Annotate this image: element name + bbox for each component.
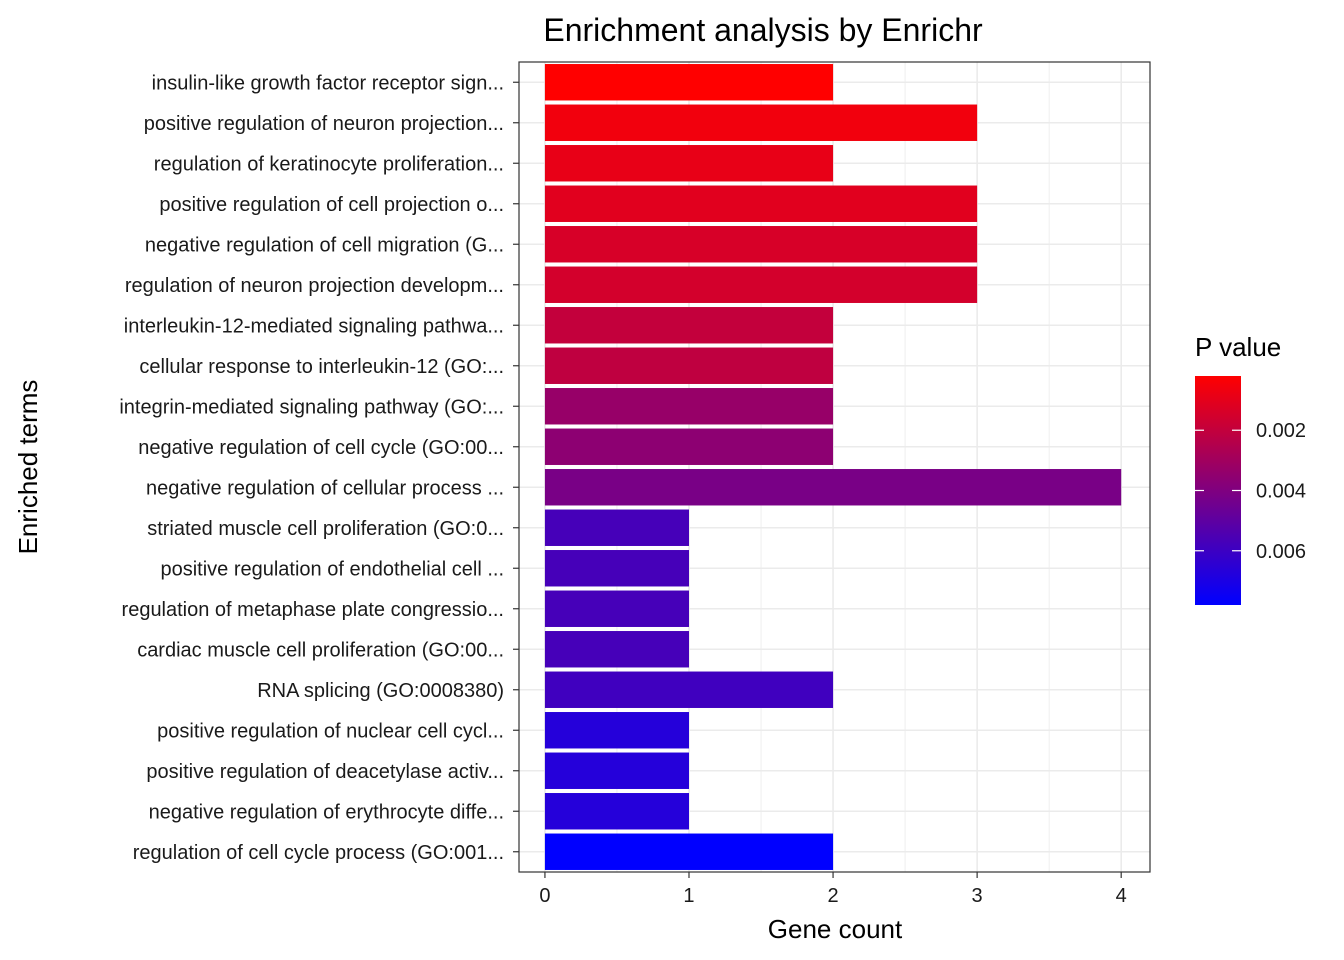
bar [544, 428, 834, 465]
y-axis: insulin-like growth factor receptor sign… [119, 72, 519, 864]
y-tick-label: negative regulation of cell cycle (GO:00… [138, 437, 504, 459]
bar [544, 671, 834, 708]
legend-tick-label: 0.006 [1256, 541, 1306, 563]
bar [544, 550, 689, 587]
bar [544, 64, 834, 101]
bar [544, 509, 689, 546]
y-tick-label: positive regulation of deacetylase activ… [146, 761, 504, 783]
y-tick-label: negative regulation of cell migration (G… [145, 234, 504, 256]
y-tick-label: striated muscle cell proliferation (GO:0… [147, 518, 504, 540]
bar [544, 226, 978, 263]
y-tick-label: negative regulation of erythrocyte diffe… [149, 801, 504, 823]
y-tick-label: positive regulation of nuclear cell cycl… [157, 720, 504, 742]
x-tick-label: 1 [683, 885, 694, 907]
bar [544, 145, 834, 182]
bar [544, 833, 834, 870]
x-tick-label: 3 [972, 885, 983, 907]
y-tick-label: positive regulation of endothelial cell … [160, 558, 504, 580]
y-tick-label: regulation of keratinocyte proliferation… [154, 153, 504, 175]
legend-tick-label: 0.004 [1256, 481, 1306, 503]
bar [544, 469, 1122, 506]
y-tick-label: regulation of metaphase plate congressio… [122, 599, 504, 621]
y-tick-label: interleukin-12-mediated signaling pathwa… [124, 315, 504, 337]
bars [544, 64, 1122, 870]
bar [544, 307, 834, 344]
bar [544, 388, 834, 425]
plot-panel [519, 62, 1150, 872]
legend: P value 0.002 0.004 0.006 [1195, 332, 1306, 605]
y-tick-label: RNA splicing (GO:0008380) [257, 680, 504, 702]
bar [544, 347, 834, 384]
y-tick-label: integrin-mediated signaling pathway (GO:… [119, 396, 504, 418]
bar [544, 752, 689, 789]
legend-tick-label: 0.002 [1256, 420, 1306, 442]
y-axis-title: Enriched terms [13, 380, 43, 555]
x-axis-title: Gene count [768, 914, 903, 944]
y-tick-label: positive regulation of cell projection o… [159, 194, 504, 216]
y-tick-label: cellular response to interleukin-12 (GO:… [139, 356, 504, 378]
legend-title: P value [1195, 332, 1281, 362]
y-tick-label: regulation of neuron projection developm… [125, 275, 504, 297]
y-tick-label: cardiac muscle cell proliferation (GO:00… [137, 639, 504, 661]
bar [544, 631, 689, 668]
bar [544, 712, 689, 749]
legend-ticks: 0.002 0.004 0.006 [1195, 420, 1306, 563]
bar [544, 104, 978, 141]
bar [544, 590, 689, 627]
y-tick-label: insulin-like growth factor receptor sign… [152, 72, 504, 94]
y-tick-label: regulation of cell cycle process (GO:001… [133, 842, 504, 864]
y-tick-label: negative regulation of cellular process … [146, 477, 504, 499]
bar [544, 793, 689, 830]
chart-title: Enrichment analysis by Enrichr [543, 12, 983, 48]
x-tick-label: 2 [827, 885, 838, 907]
bar [544, 266, 978, 303]
bar [544, 185, 978, 222]
x-axis: 0 1 2 3 4 [539, 872, 1127, 907]
y-tick-label: positive regulation of neuron projection… [144, 113, 504, 135]
x-tick-label: 0 [539, 885, 550, 907]
x-tick-label: 4 [1116, 885, 1127, 907]
plot-border [518, 61, 1151, 873]
